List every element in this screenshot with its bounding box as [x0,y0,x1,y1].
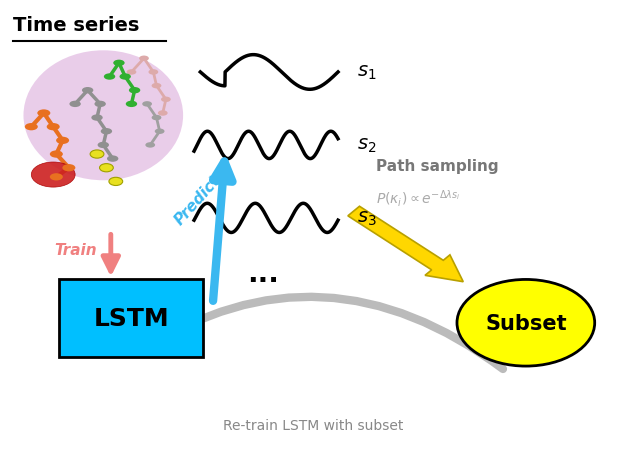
Ellipse shape [95,101,106,108]
Text: Predict: Predict [172,172,224,228]
Ellipse shape [100,164,113,172]
Ellipse shape [63,165,75,172]
Ellipse shape [38,110,50,117]
Text: Path sampling: Path sampling [376,159,498,173]
Ellipse shape [161,97,171,103]
Text: $s_2$: $s_2$ [357,136,376,155]
Text: $s_3$: $s_3$ [357,209,376,228]
Ellipse shape [151,84,162,89]
Ellipse shape [139,56,149,62]
Ellipse shape [31,163,75,188]
Ellipse shape [82,88,93,94]
Text: ...: ... [247,259,279,287]
Ellipse shape [145,143,155,148]
Ellipse shape [50,174,63,181]
Ellipse shape [148,70,158,76]
Ellipse shape [129,88,140,94]
Ellipse shape [101,129,112,135]
Ellipse shape [107,156,118,162]
Ellipse shape [126,101,137,108]
Text: Re-train LSTM with subset: Re-train LSTM with subset [223,419,403,432]
Ellipse shape [104,74,115,81]
Ellipse shape [142,102,152,107]
FancyArrow shape [348,207,463,282]
Text: $s_1$: $s_1$ [357,64,376,82]
Ellipse shape [90,151,104,159]
Ellipse shape [24,51,183,181]
Ellipse shape [120,74,131,81]
Ellipse shape [113,61,125,67]
Ellipse shape [98,142,109,149]
Text: $P(\kappa_i) \propto e^{-\Delta\lambda s_i}$: $P(\kappa_i) \propto e^{-\Delta\lambda s… [376,188,460,208]
Ellipse shape [25,124,38,131]
Ellipse shape [91,115,103,121]
Text: Train: Train [54,243,97,258]
Text: LSTM: LSTM [94,307,169,330]
FancyBboxPatch shape [59,280,203,357]
Ellipse shape [109,178,123,186]
Ellipse shape [69,101,81,108]
Ellipse shape [151,116,162,121]
Text: Subset: Subset [485,313,567,333]
Ellipse shape [47,124,59,131]
Text: Time series: Time series [13,16,139,35]
Ellipse shape [56,137,69,145]
Ellipse shape [50,151,63,158]
Ellipse shape [457,280,595,366]
Ellipse shape [155,129,165,135]
Ellipse shape [126,70,136,76]
Ellipse shape [158,111,168,116]
